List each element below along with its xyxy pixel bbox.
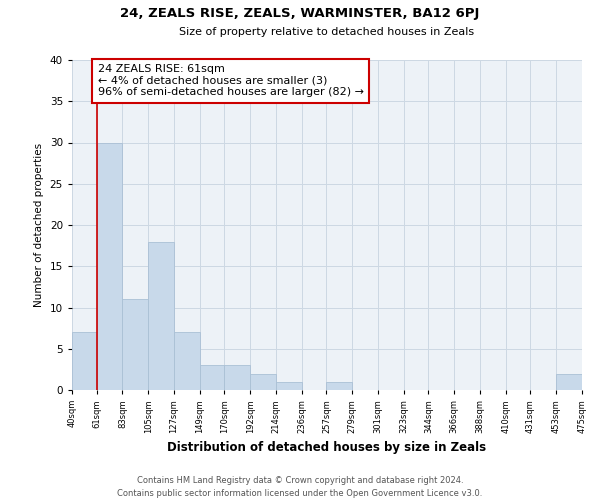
- X-axis label: Distribution of detached houses by size in Zeals: Distribution of detached houses by size …: [167, 442, 487, 454]
- Y-axis label: Number of detached properties: Number of detached properties: [34, 143, 44, 307]
- Title: Size of property relative to detached houses in Zeals: Size of property relative to detached ho…: [179, 27, 475, 37]
- Text: 24, ZEALS RISE, ZEALS, WARMINSTER, BA12 6PJ: 24, ZEALS RISE, ZEALS, WARMINSTER, BA12 …: [121, 8, 479, 20]
- Bar: [250, 374, 276, 390]
- Bar: [174, 332, 200, 390]
- Bar: [97, 142, 122, 390]
- Text: Contains HM Land Registry data © Crown copyright and database right 2024.
Contai: Contains HM Land Registry data © Crown c…: [118, 476, 482, 498]
- Bar: [200, 365, 224, 390]
- Bar: [556, 374, 582, 390]
- Bar: [326, 382, 352, 390]
- Bar: [122, 299, 148, 390]
- Bar: [72, 332, 97, 390]
- Bar: [276, 382, 302, 390]
- Bar: [224, 365, 250, 390]
- Text: 24 ZEALS RISE: 61sqm
← 4% of detached houses are smaller (3)
96% of semi-detache: 24 ZEALS RISE: 61sqm ← 4% of detached ho…: [98, 64, 364, 98]
- Bar: [148, 242, 174, 390]
